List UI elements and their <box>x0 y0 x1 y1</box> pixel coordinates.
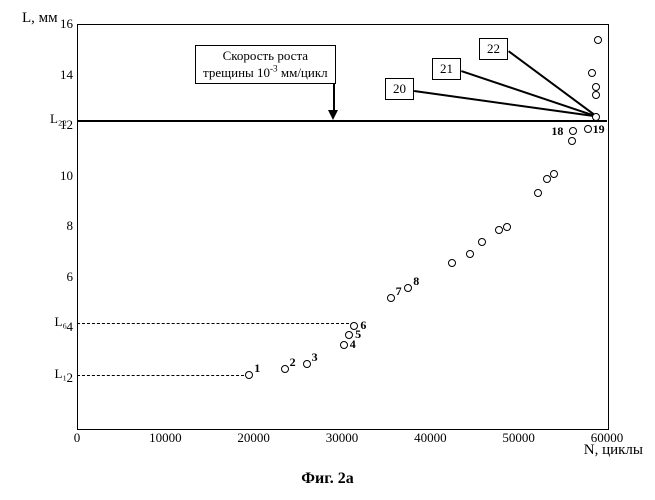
y-tick: 16 <box>43 16 73 32</box>
callout-line2: трещины 10-3 мм/цикл <box>203 65 328 80</box>
callout-leader <box>333 80 335 112</box>
data-point <box>592 113 600 121</box>
data-point <box>568 137 576 145</box>
data-point <box>340 341 348 349</box>
crack-rate-callout: Скорость роста трещины 10-3 мм/цикл <box>195 45 336 84</box>
data-point <box>303 360 311 368</box>
y-tick: 8 <box>43 218 73 234</box>
x-tick: 50000 <box>494 430 544 446</box>
data-point <box>245 371 253 379</box>
x-tick: 0 <box>52 430 102 446</box>
data-point <box>345 331 353 339</box>
y-extra-tick: L₁ <box>45 366 67 382</box>
data-point <box>584 125 592 133</box>
data-point-label: 3 <box>312 350 318 365</box>
data-point <box>592 91 600 99</box>
callout-line1: Скорость роста <box>223 48 308 63</box>
y-extra-tick: L₆ <box>45 314 67 330</box>
data-point-label: 8 <box>413 274 419 289</box>
ref-line <box>77 120 607 122</box>
data-point <box>350 322 358 330</box>
data-point-label: 6 <box>360 318 366 333</box>
data-point-label: 18 <box>551 124 563 139</box>
callout-arrowhead <box>328 110 338 120</box>
figure-caption: Фиг. 2а <box>0 470 655 488</box>
data-point <box>594 36 602 44</box>
y-extra-tick: L₂₂ <box>45 111 67 127</box>
data-point <box>448 259 456 267</box>
data-point <box>466 250 474 258</box>
data-point <box>503 223 511 231</box>
data-point <box>387 294 395 302</box>
callout-22: 22 <box>479 38 508 60</box>
y-tick: 10 <box>43 168 73 184</box>
x-tick: 30000 <box>317 430 367 446</box>
data-point <box>495 226 503 234</box>
ref-line <box>77 375 249 376</box>
x-tick: 20000 <box>229 430 279 446</box>
data-point <box>592 83 600 91</box>
callout-21: 21 <box>432 58 461 80</box>
data-point-label: 19 <box>593 122 605 137</box>
data-point <box>569 127 577 135</box>
data-point <box>588 69 596 77</box>
y-tick: 6 <box>43 269 73 285</box>
data-point <box>404 284 412 292</box>
x-tick: 60000 <box>582 430 632 446</box>
callout-20: 20 <box>385 78 414 100</box>
data-point-label: 1 <box>254 361 260 376</box>
data-point-label: 2 <box>290 355 296 370</box>
plot-area <box>77 24 609 430</box>
data-point-label: 7 <box>396 284 402 299</box>
x-tick: 40000 <box>405 430 455 446</box>
x-tick: 10000 <box>140 430 190 446</box>
data-point <box>478 238 486 246</box>
data-point <box>281 365 289 373</box>
y-tick: 14 <box>43 67 73 83</box>
data-point <box>534 189 542 197</box>
ref-line <box>77 323 354 324</box>
data-point <box>550 170 558 178</box>
